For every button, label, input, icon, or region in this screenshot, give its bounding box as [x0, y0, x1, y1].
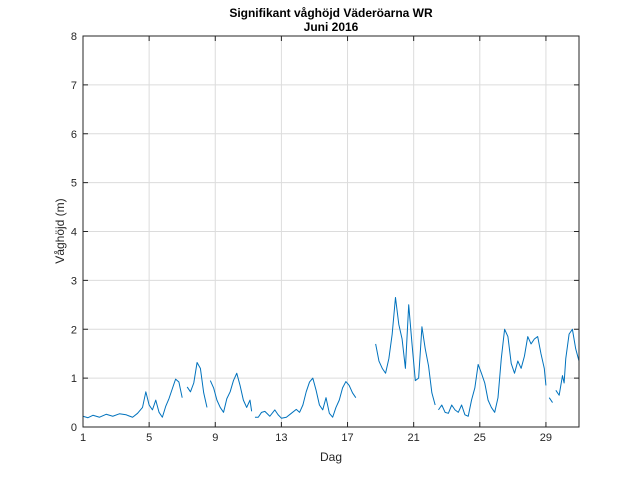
series-layer: [82, 296, 580, 419]
x-tick-label: 25: [474, 432, 486, 444]
y-tick-label: 7: [71, 80, 77, 92]
x-tick-label: 21: [408, 432, 420, 444]
series-line-segment: [555, 328, 580, 396]
chart-title: Signifikant våghöjd Väderöarna WR: [229, 6, 433, 20]
series-line-segment: [438, 328, 547, 417]
x-axis-ticks: 1 5 9 13 17 21 25 29: [80, 36, 552, 444]
y-axis-ticks: 0 1 2 3 4 5 6 7 8: [71, 31, 579, 434]
x-tick-label: 9: [212, 432, 218, 444]
y-tick-label: 5: [71, 178, 77, 190]
y-tick-label: 8: [71, 31, 77, 43]
series-line-segment: [82, 378, 183, 419]
y-tick-label: 1: [71, 373, 77, 385]
y-tick-label: 2: [71, 324, 77, 336]
y-tick-label: 0: [71, 422, 77, 434]
series-line-segment: [186, 361, 208, 408]
series-line-segment: [375, 296, 436, 406]
y-tick-label: 3: [71, 275, 77, 287]
x-tick-label: 13: [275, 432, 287, 444]
chart-subtitle: Juni 2016: [304, 20, 359, 34]
x-tick-label: 17: [341, 432, 353, 444]
x-tick-label: 1: [80, 432, 86, 444]
x-axis-label: Dag: [320, 450, 342, 464]
x-tick-label: 29: [540, 432, 552, 444]
series-line-segment: [209, 372, 253, 413]
series-line-segment: [548, 397, 553, 403]
series-line-segment: [254, 377, 357, 419]
x-tick-label: 5: [146, 432, 152, 444]
y-axis-label: Våghöjd (m): [53, 198, 67, 263]
y-tick-label: 6: [71, 129, 77, 141]
y-tick-label: 4: [71, 227, 77, 239]
